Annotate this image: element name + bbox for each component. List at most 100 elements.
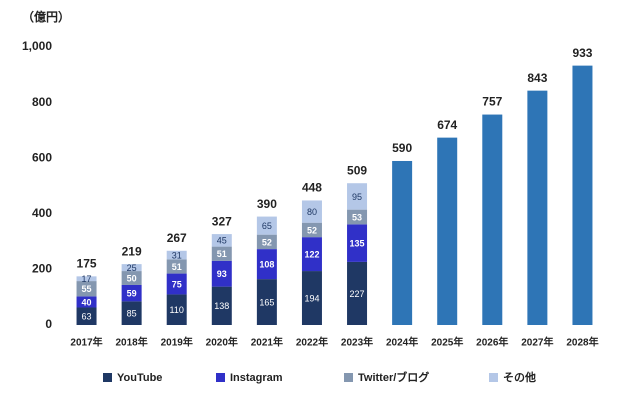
bar-segment bbox=[211, 246, 232, 261]
segment-label: 63 bbox=[82, 312, 92, 322]
forecast-bar bbox=[392, 160, 413, 325]
segment-label: 227 bbox=[350, 289, 365, 299]
segment-label: 122 bbox=[304, 249, 319, 259]
y-tick-label: 600 bbox=[32, 150, 52, 164]
forecast-label: 674 bbox=[437, 118, 457, 132]
legend-label: YouTube bbox=[117, 372, 162, 384]
total-label: 509 bbox=[347, 163, 367, 177]
x-tick-label: 2021年 bbox=[251, 336, 283, 349]
forecast-label: 757 bbox=[482, 95, 502, 109]
segment-label: 45 bbox=[217, 236, 227, 246]
segment-label: 51 bbox=[172, 262, 182, 272]
forecast-label: 933 bbox=[572, 46, 592, 60]
bar-segment bbox=[301, 200, 322, 223]
segment-label: 194 bbox=[304, 293, 319, 303]
x-tick-label: 2024年 bbox=[386, 336, 418, 349]
segment-label: 80 bbox=[307, 207, 317, 217]
bar-segment bbox=[256, 279, 277, 325]
bar-segment bbox=[256, 249, 277, 280]
x-tick-label: 2018年 bbox=[116, 336, 148, 349]
bar-segment bbox=[256, 234, 277, 250]
segment-label: 138 bbox=[214, 301, 229, 311]
y-tick-label: 0 bbox=[45, 317, 52, 331]
legend-swatch bbox=[344, 373, 353, 382]
bar-segment bbox=[256, 216, 277, 235]
bar-segment bbox=[76, 281, 97, 297]
x-tick-label: 2019年 bbox=[161, 336, 193, 349]
x-tick-label: 2027年 bbox=[521, 336, 553, 349]
bar-segment bbox=[301, 271, 322, 325]
bar-segment bbox=[76, 276, 97, 282]
bar-segment bbox=[76, 296, 97, 308]
forecast-bar bbox=[437, 137, 458, 325]
y-tick-label: 1,000 bbox=[22, 39, 52, 53]
segment-label: 110 bbox=[170, 305, 184, 315]
y-axis-label: （億円） bbox=[22, 9, 70, 24]
total-label: 327 bbox=[212, 214, 232, 228]
x-tick-label: 2025年 bbox=[431, 336, 463, 349]
x-tick-label: 2026年 bbox=[476, 336, 508, 349]
segment-label: 51 bbox=[217, 249, 227, 259]
bar-segment bbox=[301, 222, 322, 238]
segment-label: 52 bbox=[307, 225, 317, 235]
forecast-bar bbox=[572, 65, 593, 325]
segment-label: 55 bbox=[82, 284, 92, 294]
x-tick-label: 2022年 bbox=[296, 336, 328, 349]
bar-segment bbox=[347, 183, 368, 210]
segment-label: 25 bbox=[127, 263, 137, 273]
forecast-label: 590 bbox=[392, 141, 412, 155]
x-tick-label: 2028年 bbox=[566, 336, 598, 349]
segment-label: 53 bbox=[352, 212, 362, 222]
forecast-bar bbox=[482, 114, 503, 325]
segment-label: 40 bbox=[82, 297, 92, 307]
legend-swatch bbox=[489, 373, 498, 382]
bar-segment bbox=[121, 284, 142, 302]
bar-segment bbox=[166, 294, 187, 325]
x-tick-label: 2017年 bbox=[70, 336, 102, 349]
segment-label: 75 bbox=[172, 279, 182, 289]
x-tick-label: 2020年 bbox=[206, 336, 238, 349]
segment-label: 59 bbox=[127, 289, 137, 299]
legend-label: その他 bbox=[503, 370, 536, 384]
total-label: 219 bbox=[122, 244, 142, 258]
y-tick-label: 800 bbox=[32, 95, 52, 109]
legend-swatch bbox=[103, 373, 112, 382]
total-label: 448 bbox=[302, 181, 322, 195]
legend-label: Twitter/ブログ bbox=[358, 370, 429, 384]
segment-label: 165 bbox=[259, 297, 274, 307]
bar-segment bbox=[301, 237, 322, 272]
segment-label: 108 bbox=[259, 259, 274, 269]
segment-label: 85 bbox=[127, 309, 137, 319]
x-tick-label: 2023年 bbox=[341, 336, 373, 349]
segment-label: 93 bbox=[217, 269, 227, 279]
bar-segment bbox=[347, 261, 368, 325]
segment-label: 65 bbox=[262, 221, 272, 231]
bar-segment bbox=[76, 307, 97, 325]
bar-segment bbox=[166, 273, 187, 295]
segment-label: 31 bbox=[172, 250, 182, 260]
forecast-label: 843 bbox=[527, 71, 547, 85]
y-tick-label: 200 bbox=[32, 262, 52, 276]
segment-label: 52 bbox=[262, 237, 272, 247]
bar-segment bbox=[347, 209, 368, 225]
bar-segment bbox=[347, 224, 368, 262]
bar-segment bbox=[211, 234, 232, 247]
segment-label: 135 bbox=[350, 239, 365, 249]
bar-segment bbox=[166, 250, 187, 260]
segment-label: 50 bbox=[127, 273, 137, 283]
legend-swatch bbox=[216, 373, 225, 382]
bar-segment bbox=[211, 286, 232, 325]
bar-segment bbox=[166, 259, 187, 274]
bar-segment bbox=[121, 264, 142, 272]
bar-segment bbox=[211, 260, 232, 287]
y-tick-label: 400 bbox=[32, 206, 52, 220]
segment-label: 17 bbox=[82, 274, 92, 284]
total-label: 175 bbox=[77, 257, 97, 271]
total-label: 267 bbox=[167, 231, 187, 245]
bar-segment bbox=[121, 271, 142, 285]
total-label: 390 bbox=[257, 197, 277, 211]
segment-label: 95 bbox=[352, 192, 362, 202]
bar-segment bbox=[121, 301, 142, 325]
forecast-bar bbox=[527, 90, 548, 326]
